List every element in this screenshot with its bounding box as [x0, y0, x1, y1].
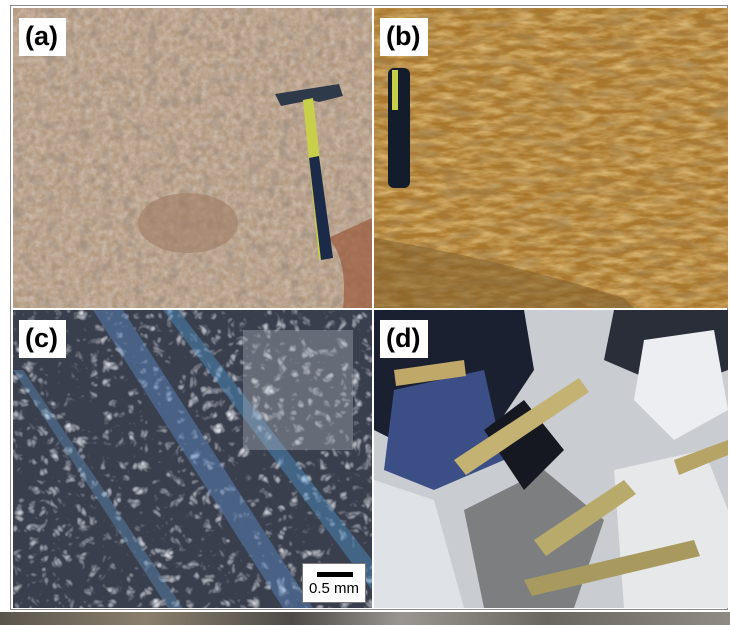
scale-bar: 0.5 mm [302, 563, 366, 603]
hammer-handle [388, 68, 410, 188]
panel-c-micrograph: (c) 0.5 mm [13, 310, 372, 608]
panel-a-outcrop-photo: (a) [13, 8, 372, 308]
mica-laths [394, 360, 728, 596]
panel-label-a: (a) [19, 18, 66, 56]
panel-label-d: (d) [380, 320, 429, 358]
rock-hammer [275, 84, 343, 260]
micrograph-d [374, 310, 728, 608]
panel-d-micrograph: (d) [374, 310, 728, 608]
panel-label-c: (c) [19, 320, 66, 358]
outcrop-photo-a [13, 8, 372, 308]
panel-b-outcrop-photo: (b) [374, 8, 728, 308]
micrograph-c [13, 310, 372, 608]
blue-mica-streaks [13, 310, 372, 608]
outcrop-photo-b [374, 8, 728, 308]
panel-label-b: (b) [380, 18, 429, 56]
scale-bar-line [317, 572, 353, 577]
scale-bar-text: 0.5 mm [308, 580, 359, 597]
cropped-image-strip [0, 612, 730, 625]
